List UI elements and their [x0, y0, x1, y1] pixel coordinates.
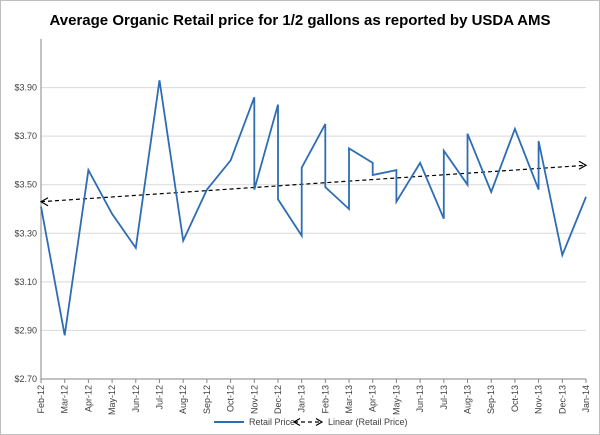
trendline-arrow-right-icon: [578, 160, 588, 170]
x-tick-label: Sep-13: [486, 385, 496, 414]
y-tick-labels: $2.70 $2.90 $3.10 $3.30 $3.50 $3.70 $3.90: [14, 83, 37, 384]
legend-label-linear-trend: Linear (Retail Price): [328, 417, 408, 427]
x-tick-label: Jun-13: [415, 385, 425, 413]
y-tick-label: $2.70: [14, 374, 37, 384]
legend: Retail Price Linear (Retail Price): [214, 417, 408, 427]
x-tick-label: Apr-13: [368, 385, 378, 412]
y-tick-label: $3.30: [14, 228, 37, 238]
x-tick-labels: Feb-12 Mar-12 Apr-12 May-12 Jun-12 Jul-12 Aug-…: [36, 379, 591, 415]
series-line-retail-price: [40, 80, 587, 336]
x-tick-label: Jul-12: [154, 385, 164, 410]
trendline-layer: [39, 160, 588, 207]
chart-title: Average Organic Retail price for 1/2 gal…: [50, 12, 551, 29]
x-tick-label: Jan-14: [581, 385, 591, 413]
series-layer: [40, 80, 587, 336]
x-tick-label: Nov-13: [534, 385, 544, 414]
axes: [40, 39, 586, 380]
x-tick-label: Jun-12: [131, 385, 141, 413]
trendline: [40, 164, 587, 203]
x-tick-label: Mar-12: [60, 385, 70, 414]
x-tick-label: Jan-13: [297, 385, 307, 413]
gridlines: [41, 87, 586, 380]
y-tick-label: $3.90: [14, 83, 37, 93]
x-tick-label: Dec-12: [273, 385, 283, 414]
x-tick-label: Oct-13: [510, 385, 520, 412]
x-tick-label: Jul-13: [439, 385, 449, 410]
y-tick-label: $3.10: [14, 277, 37, 287]
x-tick-label: Feb-12: [36, 385, 46, 414]
x-tick-label: May-13: [391, 385, 401, 415]
x-tick-label: Mar-13: [344, 385, 354, 414]
x-tick-label: Aug-12: [178, 385, 188, 414]
x-tick-label: Apr-12: [83, 385, 93, 412]
x-tick-label: Aug-13: [463, 385, 473, 414]
x-tick-label: Sep-12: [202, 385, 212, 414]
legend-arrow-right-icon: [315, 417, 324, 427]
y-tick-label: $3.50: [14, 180, 37, 190]
x-tick-label: Dec-13: [557, 385, 567, 414]
y-tick-label: $3.70: [14, 131, 37, 141]
x-tick-label: May-12: [107, 385, 117, 415]
x-tick-label: Oct-12: [226, 385, 236, 412]
y-tick-label: $2.90: [14, 325, 37, 335]
legend-label-retail-price: Retail Price: [249, 417, 295, 427]
legend-arrow-left-icon: [292, 417, 301, 427]
x-tick-label: Feb-13: [320, 385, 330, 414]
x-tick-label: Nov-12: [249, 385, 259, 414]
trendline-arrow-left-icon: [39, 197, 49, 207]
